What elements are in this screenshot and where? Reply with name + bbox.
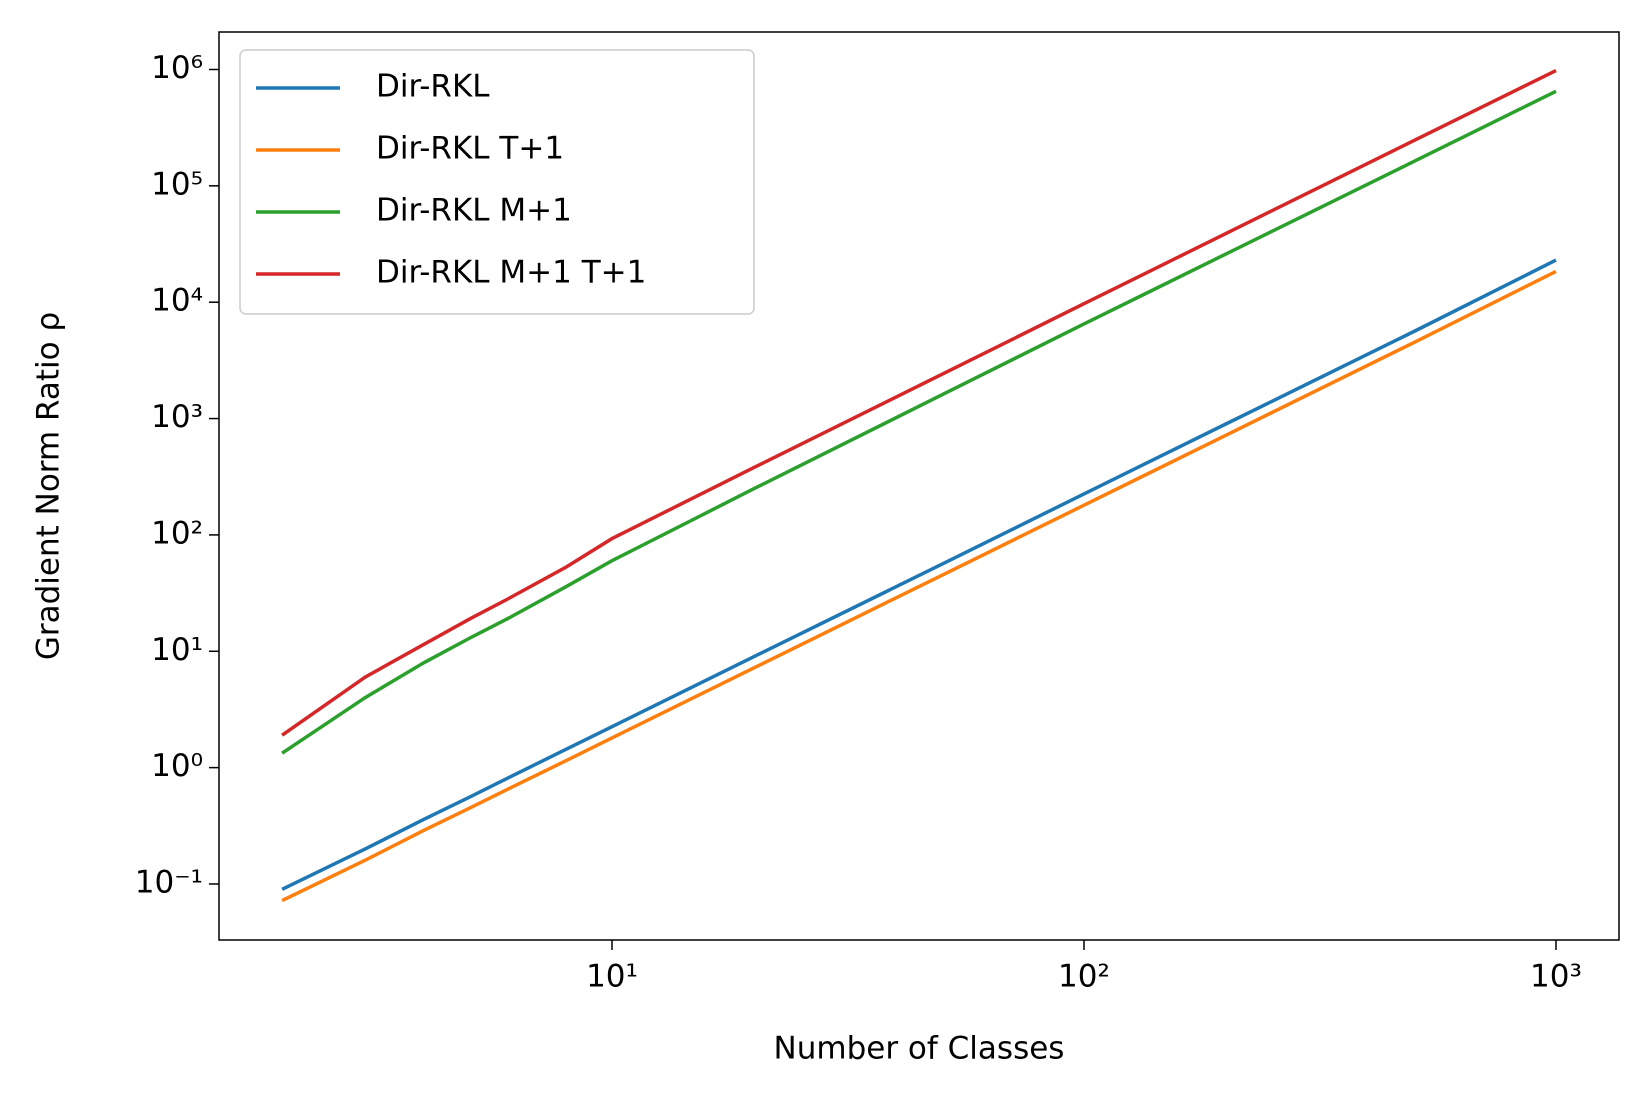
legend-label: Dir-RKL M+1 — [376, 193, 572, 229]
legend-box — [239, 49, 755, 315]
series-line — [281, 68, 1557, 737]
x-tick-label: 10³ — [1530, 959, 1582, 995]
x-axis-label: Number of Classes — [774, 1031, 1065, 1067]
series-line — [281, 89, 1557, 755]
series-line — [281, 269, 1557, 903]
y-tick-label: 10⁻¹ — [135, 864, 203, 900]
y-axis-label: Gradient Norm Ratio ρ — [31, 312, 67, 660]
legend-label: Dir-RKL — [376, 69, 490, 105]
x-tick-label: 10² — [1058, 959, 1110, 995]
y-tick-label: 10⁵ — [151, 166, 203, 202]
y-tick-label: 10⁰ — [151, 748, 203, 784]
plot-frame — [218, 31, 1620, 941]
y-tick-label: 10⁴ — [151, 283, 203, 319]
legend-label: Dir-RKL T+1 — [376, 131, 564, 167]
y-tick-label: 10² — [151, 515, 203, 551]
y-tick-label: 10⁶ — [151, 50, 203, 86]
x-tick-label: 10¹ — [586, 959, 638, 995]
series-line — [281, 258, 1557, 891]
y-tick-label: 10³ — [151, 399, 203, 435]
legend-label: Dir-RKL M+1 T+1 — [376, 255, 646, 291]
y-tick-label: 10¹ — [151, 632, 203, 668]
